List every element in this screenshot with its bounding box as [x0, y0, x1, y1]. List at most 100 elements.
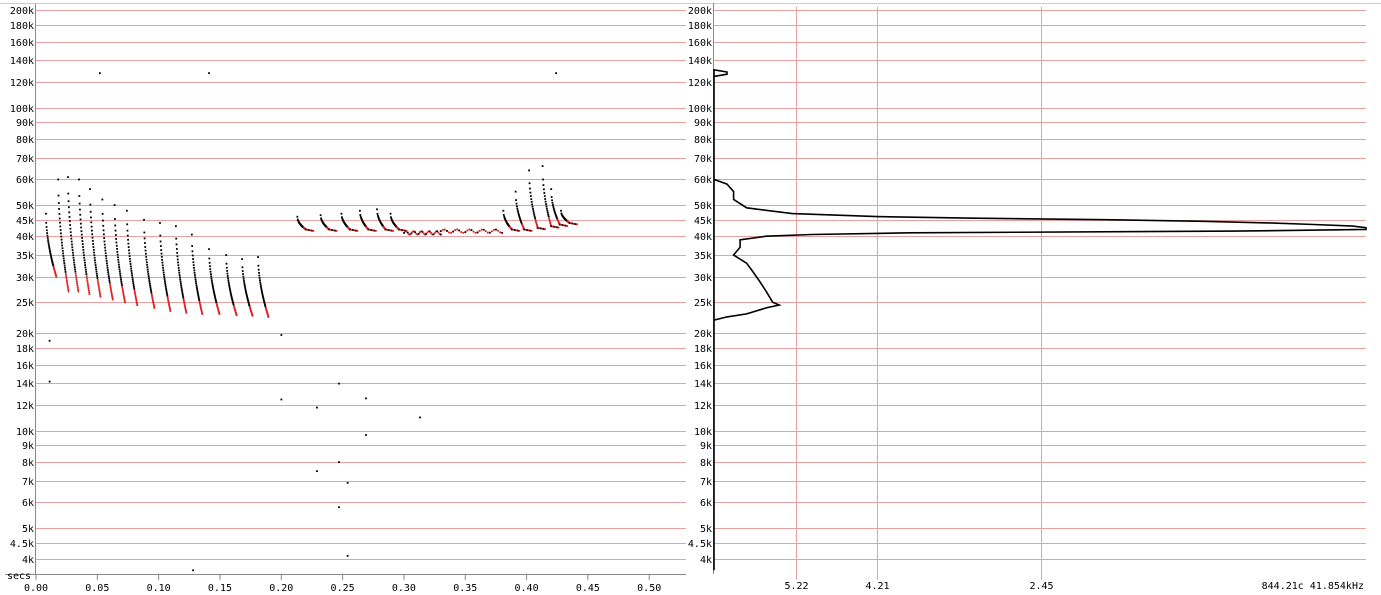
data-point	[262, 297, 265, 299]
data-point	[146, 263, 148, 266]
data-point	[426, 231, 429, 234]
left-y-tick-label: 7k	[22, 477, 34, 488]
data-point	[338, 382, 340, 385]
data-point	[195, 282, 198, 285]
data-point	[105, 259, 108, 262]
left-y-tick-label: 5k	[22, 524, 34, 535]
left-y-tick-label: 180k	[10, 21, 34, 32]
data-point	[482, 228, 485, 231]
data-point	[181, 291, 184, 294]
data-point	[149, 286, 152, 289]
data-point	[67, 290, 70, 293]
data-point	[353, 229, 356, 232]
data-point	[83, 256, 86, 259]
data-point	[247, 300, 250, 303]
data-point	[553, 209, 556, 211]
data-point	[48, 339, 51, 342]
x-tick-label: 0.00	[24, 583, 48, 594]
data-point	[57, 202, 60, 204]
data-point	[96, 279, 99, 281]
data-point	[161, 264, 164, 267]
data-point	[250, 311, 253, 313]
data-point	[151, 296, 154, 299]
data-point	[127, 246, 130, 248]
data-point	[110, 288, 112, 291]
data-point	[261, 292, 264, 295]
data-point	[53, 268, 56, 271]
data-point	[518, 214, 520, 217]
data-point	[121, 284, 123, 287]
data-point	[241, 266, 244, 269]
data-point	[162, 269, 165, 272]
data-point	[547, 215, 550, 218]
data-point	[515, 229, 518, 232]
data-point	[355, 229, 357, 232]
data-point	[52, 265, 55, 268]
data-point	[89, 203, 92, 206]
data-point	[79, 218, 82, 221]
data-point	[532, 210, 535, 212]
data-point	[198, 297, 200, 300]
data-point	[69, 231, 72, 234]
data-point	[47, 239, 49, 242]
data-point	[192, 264, 195, 267]
data-point	[476, 231, 479, 234]
data-point	[251, 313, 254, 316]
data-point	[109, 284, 112, 287]
data-point	[50, 255, 53, 258]
data-point	[196, 287, 198, 290]
data-point	[82, 246, 84, 248]
data-point	[77, 288, 80, 291]
data-point	[95, 270, 98, 273]
data-point	[212, 288, 215, 290]
data-point	[111, 295, 114, 298]
data-point	[248, 305, 251, 307]
data-point	[167, 297, 169, 300]
data-point	[555, 215, 558, 218]
data-point	[178, 274, 181, 276]
data-point	[79, 213, 82, 216]
data-point	[532, 212, 535, 214]
data-point	[46, 232, 49, 235]
data-point	[243, 283, 246, 286]
data-point	[143, 231, 146, 234]
data-point	[122, 294, 125, 297]
data-point	[164, 284, 167, 286]
data-point	[134, 292, 137, 295]
data-point	[53, 269, 56, 272]
data-point	[208, 257, 211, 260]
data-point	[480, 228, 483, 231]
data-point	[162, 271, 165, 274]
data-point	[117, 256, 119, 259]
data-point	[69, 227, 72, 230]
data-point	[116, 247, 118, 250]
data-point	[199, 305, 202, 307]
data-point	[420, 230, 423, 233]
data-point	[129, 265, 132, 268]
data-point	[246, 295, 248, 298]
left-y-axis-labels: 200k 180k 160k 140k 120k 100k 90k 80k 70k 60k 50k 4…	[10, 6, 34, 566]
data-point	[458, 229, 461, 232]
data-point	[495, 228, 497, 231]
data-point	[517, 211, 520, 214]
data-point	[486, 231, 489, 234]
data-point	[546, 207, 548, 210]
data-point	[359, 215, 362, 218]
data-point	[367, 228, 370, 231]
data-point	[250, 310, 252, 312]
left-y-tick-label: 4k	[22, 555, 34, 566]
data-point	[491, 230, 493, 233]
data-point	[111, 296, 114, 299]
data-point	[106, 262, 108, 265]
data-point	[118, 268, 121, 271]
data-point	[131, 276, 134, 279]
data-point	[94, 259, 96, 262]
data-point	[153, 305, 156, 308]
data-point	[521, 224, 524, 227]
data-point	[262, 295, 264, 298]
right-y-tick-label: 8k	[700, 458, 712, 469]
data-point	[152, 302, 155, 305]
data-point	[243, 280, 245, 282]
data-point	[266, 311, 268, 313]
data-point	[215, 301, 218, 304]
